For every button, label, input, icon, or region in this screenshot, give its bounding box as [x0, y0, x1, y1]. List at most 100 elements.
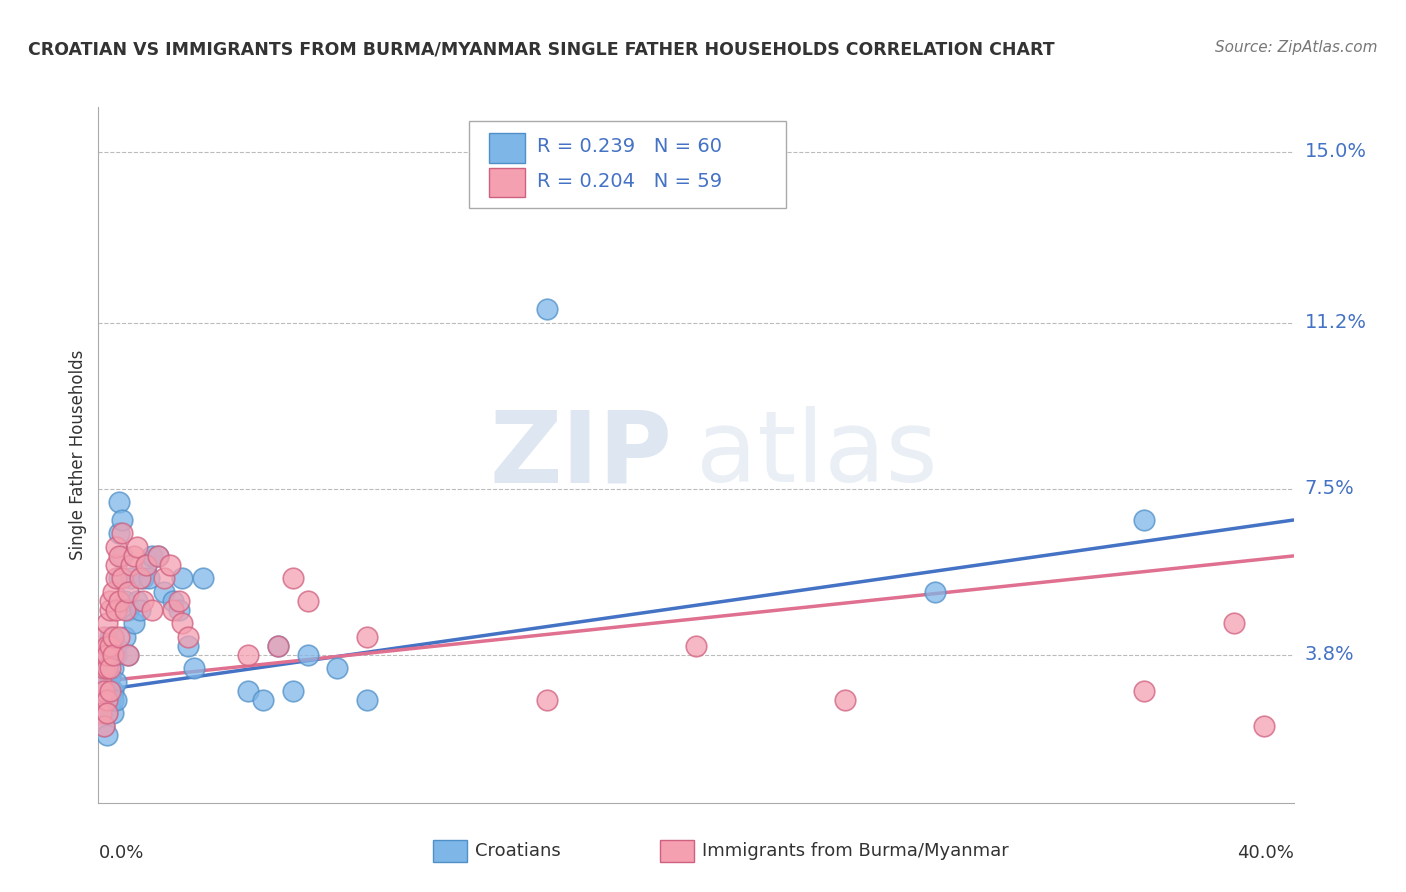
Point [96, 639, 118, 653]
Point [297, 648, 319, 662]
Point [93, 683, 115, 698]
Point [177, 630, 200, 644]
Point [281, 683, 304, 698]
Point [98, 594, 122, 608]
Point [96, 683, 118, 698]
Text: atlas: atlas [696, 407, 938, 503]
Point [1133, 513, 1156, 527]
Point [93, 661, 115, 675]
Point [108, 630, 131, 644]
Point [105, 558, 128, 572]
Point [111, 526, 134, 541]
Point [159, 558, 181, 572]
Point [162, 603, 184, 617]
Point [96, 648, 118, 662]
Point [127, 540, 149, 554]
Point [103, 648, 125, 662]
Text: 40.0%: 40.0% [1237, 845, 1294, 863]
Point [297, 594, 319, 608]
Point [138, 571, 160, 585]
Point [98, 692, 122, 706]
Point [105, 639, 128, 653]
Point [90, 706, 112, 720]
Text: R = 0.239   N = 60: R = 0.239 N = 60 [537, 137, 723, 156]
Point [93, 661, 115, 675]
Point [98, 639, 122, 653]
Point [153, 584, 176, 599]
Point [236, 648, 259, 662]
Point [167, 603, 190, 617]
Point [93, 630, 115, 644]
Point [98, 648, 122, 662]
Point [120, 558, 142, 572]
Point [96, 706, 118, 720]
Point [135, 558, 157, 572]
Point [93, 692, 115, 706]
Text: 0.0%: 0.0% [98, 845, 143, 863]
Point [105, 571, 128, 585]
Point [114, 630, 136, 644]
Point [105, 648, 128, 662]
Point [281, 571, 304, 585]
Point [108, 526, 131, 541]
Point [108, 594, 131, 608]
Point [236, 683, 259, 698]
Point [120, 571, 142, 585]
FancyBboxPatch shape [489, 169, 524, 197]
Point [685, 639, 707, 653]
Point [267, 639, 290, 653]
Point [98, 670, 122, 684]
Point [105, 603, 128, 617]
Point [103, 661, 125, 675]
Point [135, 558, 157, 572]
Point [93, 719, 115, 733]
Point [105, 674, 128, 689]
Point [356, 630, 378, 644]
Point [162, 594, 184, 608]
FancyBboxPatch shape [433, 839, 467, 862]
Point [96, 706, 118, 720]
Point [96, 729, 118, 743]
FancyBboxPatch shape [470, 121, 786, 208]
Point [1253, 719, 1275, 733]
Point [105, 692, 128, 706]
Text: CROATIAN VS IMMIGRANTS FROM BURMA/MYANMAR SINGLE FATHER HOUSEHOLDS CORRELATION C: CROATIAN VS IMMIGRANTS FROM BURMA/MYANMA… [28, 40, 1054, 58]
Point [90, 692, 112, 706]
Point [132, 571, 155, 585]
Point [356, 692, 378, 706]
Point [117, 648, 139, 662]
Point [114, 594, 136, 608]
FancyBboxPatch shape [489, 134, 524, 162]
Text: 7.5%: 7.5% [1305, 479, 1354, 498]
Point [172, 616, 194, 631]
Y-axis label: Single Father Households: Single Father Households [69, 350, 87, 560]
Point [129, 603, 152, 617]
Point [117, 584, 139, 599]
FancyBboxPatch shape [661, 839, 693, 862]
Point [132, 594, 155, 608]
Point [536, 301, 558, 316]
Point [1133, 683, 1156, 698]
Point [108, 495, 131, 509]
Text: ZIP: ZIP [489, 407, 672, 503]
Point [172, 571, 194, 585]
Point [103, 692, 125, 706]
Point [124, 549, 146, 563]
Point [98, 630, 122, 644]
Point [117, 648, 139, 662]
Point [148, 549, 170, 563]
Point [103, 639, 125, 653]
Point [93, 706, 115, 720]
Point [326, 661, 349, 675]
Point [103, 706, 125, 720]
Point [90, 692, 112, 706]
Point [98, 661, 122, 675]
Point [103, 683, 125, 698]
Point [117, 603, 139, 617]
Point [267, 639, 290, 653]
Point [90, 683, 112, 698]
Point [98, 683, 122, 698]
Point [108, 571, 131, 585]
Point [93, 674, 115, 689]
Point [111, 513, 134, 527]
